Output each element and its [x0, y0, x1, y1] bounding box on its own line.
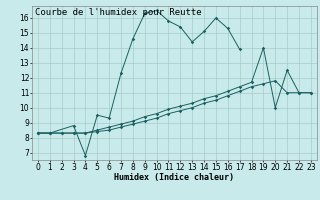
X-axis label: Humidex (Indice chaleur): Humidex (Indice chaleur) — [115, 173, 234, 182]
Text: Courbe de l'humidex pour Reutte: Courbe de l'humidex pour Reutte — [35, 8, 202, 17]
